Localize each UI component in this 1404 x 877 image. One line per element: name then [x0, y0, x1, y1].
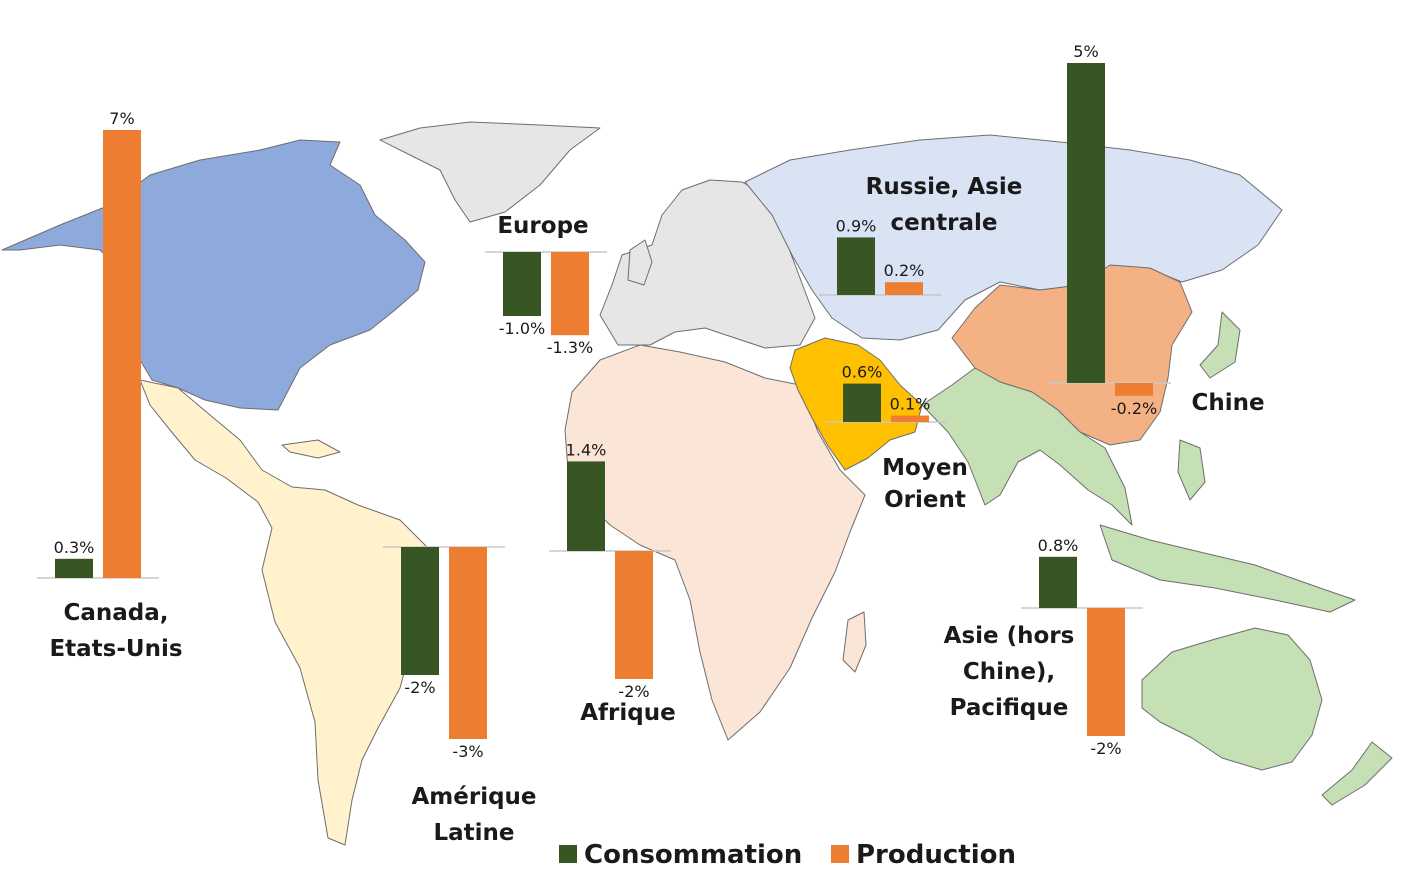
bar-production-russia-central-asia	[885, 282, 923, 295]
legend-swatch-consumption	[559, 845, 577, 863]
map-caribbean	[281, 439, 341, 459]
label-production-latin-america: -3%	[452, 742, 483, 761]
label-consumption-africa: 1.4%	[566, 440, 607, 459]
label-production-europe: -1.3%	[547, 338, 593, 357]
region-name-asia-pacific: Asie (hors	[944, 623, 1075, 649]
region-africa: 1.4% -2%Afrique	[549, 440, 676, 726]
region-europe: -1.0%-1.3% Europe	[485, 213, 607, 357]
label-consumption-asia-pacific: 0.8%	[1038, 536, 1079, 555]
label-production-canada-us: 7%	[109, 109, 134, 128]
label-consumption-canada-us: 0.3%	[54, 538, 95, 557]
bar-consumption-africa	[567, 461, 605, 551]
region-china: 5% -0.2% Chine	[1049, 42, 1265, 418]
label-production-africa: -2%	[618, 682, 649, 701]
region-name-latin-america: Latine	[433, 820, 514, 846]
map-europe	[599, 179, 816, 349]
bar-consumption-asia-pacific	[1039, 556, 1077, 608]
bar-production-canada-us	[103, 130, 141, 578]
legend: Consommation Production	[559, 840, 1016, 870]
region-name-canada-us: Etats-Unis	[49, 636, 182, 662]
region-name-middle-east: Orient	[884, 487, 966, 513]
region-latin-america: -2% -3% Amérique Latine	[383, 546, 537, 846]
region-name-russia-central-asia: Russie, Asie	[866, 174, 1023, 200]
map-greenland	[379, 121, 601, 223]
region-name-canada-us: Canada,	[63, 600, 168, 626]
region-russia-central-asia: 0.9% 0.2% Russie, Asie centrale	[819, 174, 1023, 296]
region-canada-us: 0.3% 7% Canada, Etats-Unis	[37, 109, 183, 662]
map-australia	[1141, 627, 1323, 771]
bar-consumption-latin-america	[401, 547, 439, 675]
legend-label-consumption: Consommation	[584, 840, 802, 870]
region-name-africa: Afrique	[580, 700, 675, 726]
region-name-latin-america: Amérique	[411, 784, 536, 810]
bar-production-africa	[615, 551, 653, 679]
label-consumption-middle-east: 0.6%	[842, 363, 883, 382]
label-consumption-europe: -1.0%	[499, 319, 545, 338]
bar-production-china	[1115, 383, 1153, 396]
region-middle-east: 0.6% 0.1% Moyen Orient	[825, 363, 968, 513]
map-latin-america	[139, 379, 433, 846]
bar-consumption-canada-us	[55, 558, 93, 578]
region-name-china: Chine	[1191, 390, 1264, 416]
bar-production-asia-pacific	[1087, 608, 1125, 736]
label-production-china: -0.2%	[1111, 399, 1157, 418]
map-africa	[564, 344, 866, 741]
label-production-middle-east: 0.1%	[890, 395, 931, 414]
label-consumption-russia-central-asia: 0.9%	[836, 216, 877, 235]
region-name-europe: Europe	[497, 213, 588, 239]
bar-production-middle-east	[891, 415, 929, 422]
region-name-russia-central-asia: centrale	[891, 210, 998, 236]
bar-consumption-china	[1067, 63, 1105, 383]
map-indonesia	[1099, 524, 1356, 613]
region-asia-pacific: 0.8% -2% Asie (hors Chine), Pacifique	[944, 536, 1143, 758]
region-name-middle-east: Moyen	[882, 455, 968, 481]
region-name-asia-pacific: Chine),	[963, 659, 1055, 685]
label-consumption-latin-america: -2%	[404, 678, 435, 697]
bar-production-europe	[551, 252, 589, 336]
label-consumption-china: 5%	[1073, 42, 1098, 61]
world-map	[1, 121, 1393, 846]
regional-bars: 0.3%7%Canada,Etats-Unis-1.0%-1.3%Europe-…	[37, 42, 1265, 846]
label-production-russia-central-asia: 0.2%	[884, 261, 925, 280]
map-north-america	[1, 139, 426, 411]
legend-label-production: Production	[856, 840, 1016, 870]
bar-production-latin-america	[449, 547, 487, 739]
legend-swatch-production	[831, 845, 849, 863]
bar-consumption-europe	[503, 252, 541, 316]
map-south-asia	[921, 367, 1133, 526]
map-uk	[627, 239, 653, 286]
map-philippines	[1177, 439, 1206, 501]
map-japan	[1199, 311, 1241, 379]
region-name-asia-pacific: Pacifique	[950, 695, 1069, 721]
map-new-zealand	[1321, 741, 1393, 806]
bar-consumption-middle-east	[843, 383, 881, 422]
map-madagascar	[842, 611, 867, 673]
label-production-asia-pacific: -2%	[1090, 739, 1121, 758]
bar-consumption-russia-central-asia	[837, 237, 875, 295]
